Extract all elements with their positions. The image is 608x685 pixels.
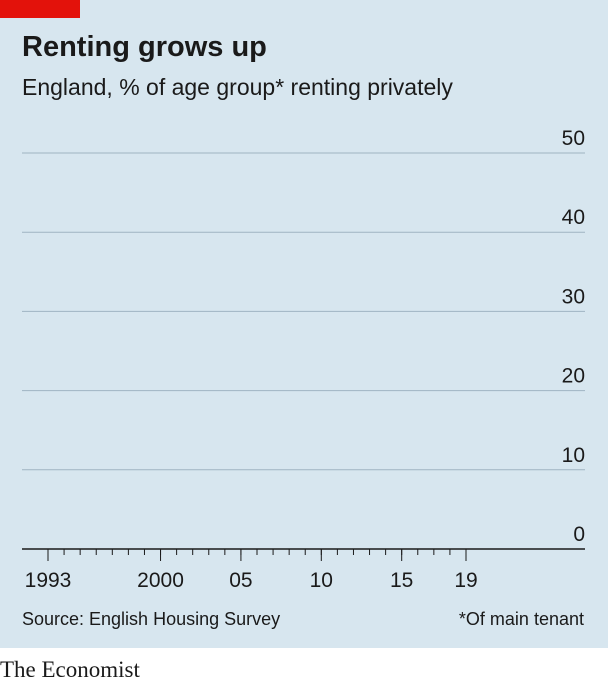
y-tick-label: 10 xyxy=(562,444,585,467)
brand: The Economist xyxy=(0,657,140,682)
x-tick-label: 19 xyxy=(454,569,477,592)
chart-subtitle: England, % of age group* renting private… xyxy=(22,74,453,100)
x-tick-label: 2000 xyxy=(137,569,184,592)
x-tick-label: 1993 xyxy=(25,569,72,592)
note: *Of main tenant xyxy=(459,609,584,629)
x-tick-label: 05 xyxy=(229,569,252,592)
y-tick-label: 20 xyxy=(562,365,585,388)
source: Source: English Housing Survey xyxy=(22,609,280,629)
chart-title: Renting grows up xyxy=(22,31,267,63)
y-tick-label: 40 xyxy=(562,206,585,229)
y-tick-label: 50 xyxy=(562,127,585,150)
background xyxy=(0,0,608,648)
x-tick-label: 15 xyxy=(390,569,413,592)
y-tick-label: 0 xyxy=(573,523,585,546)
brand-tag xyxy=(0,0,80,18)
y-tick-label: 30 xyxy=(562,285,585,308)
x-tick-label: 10 xyxy=(310,569,333,592)
